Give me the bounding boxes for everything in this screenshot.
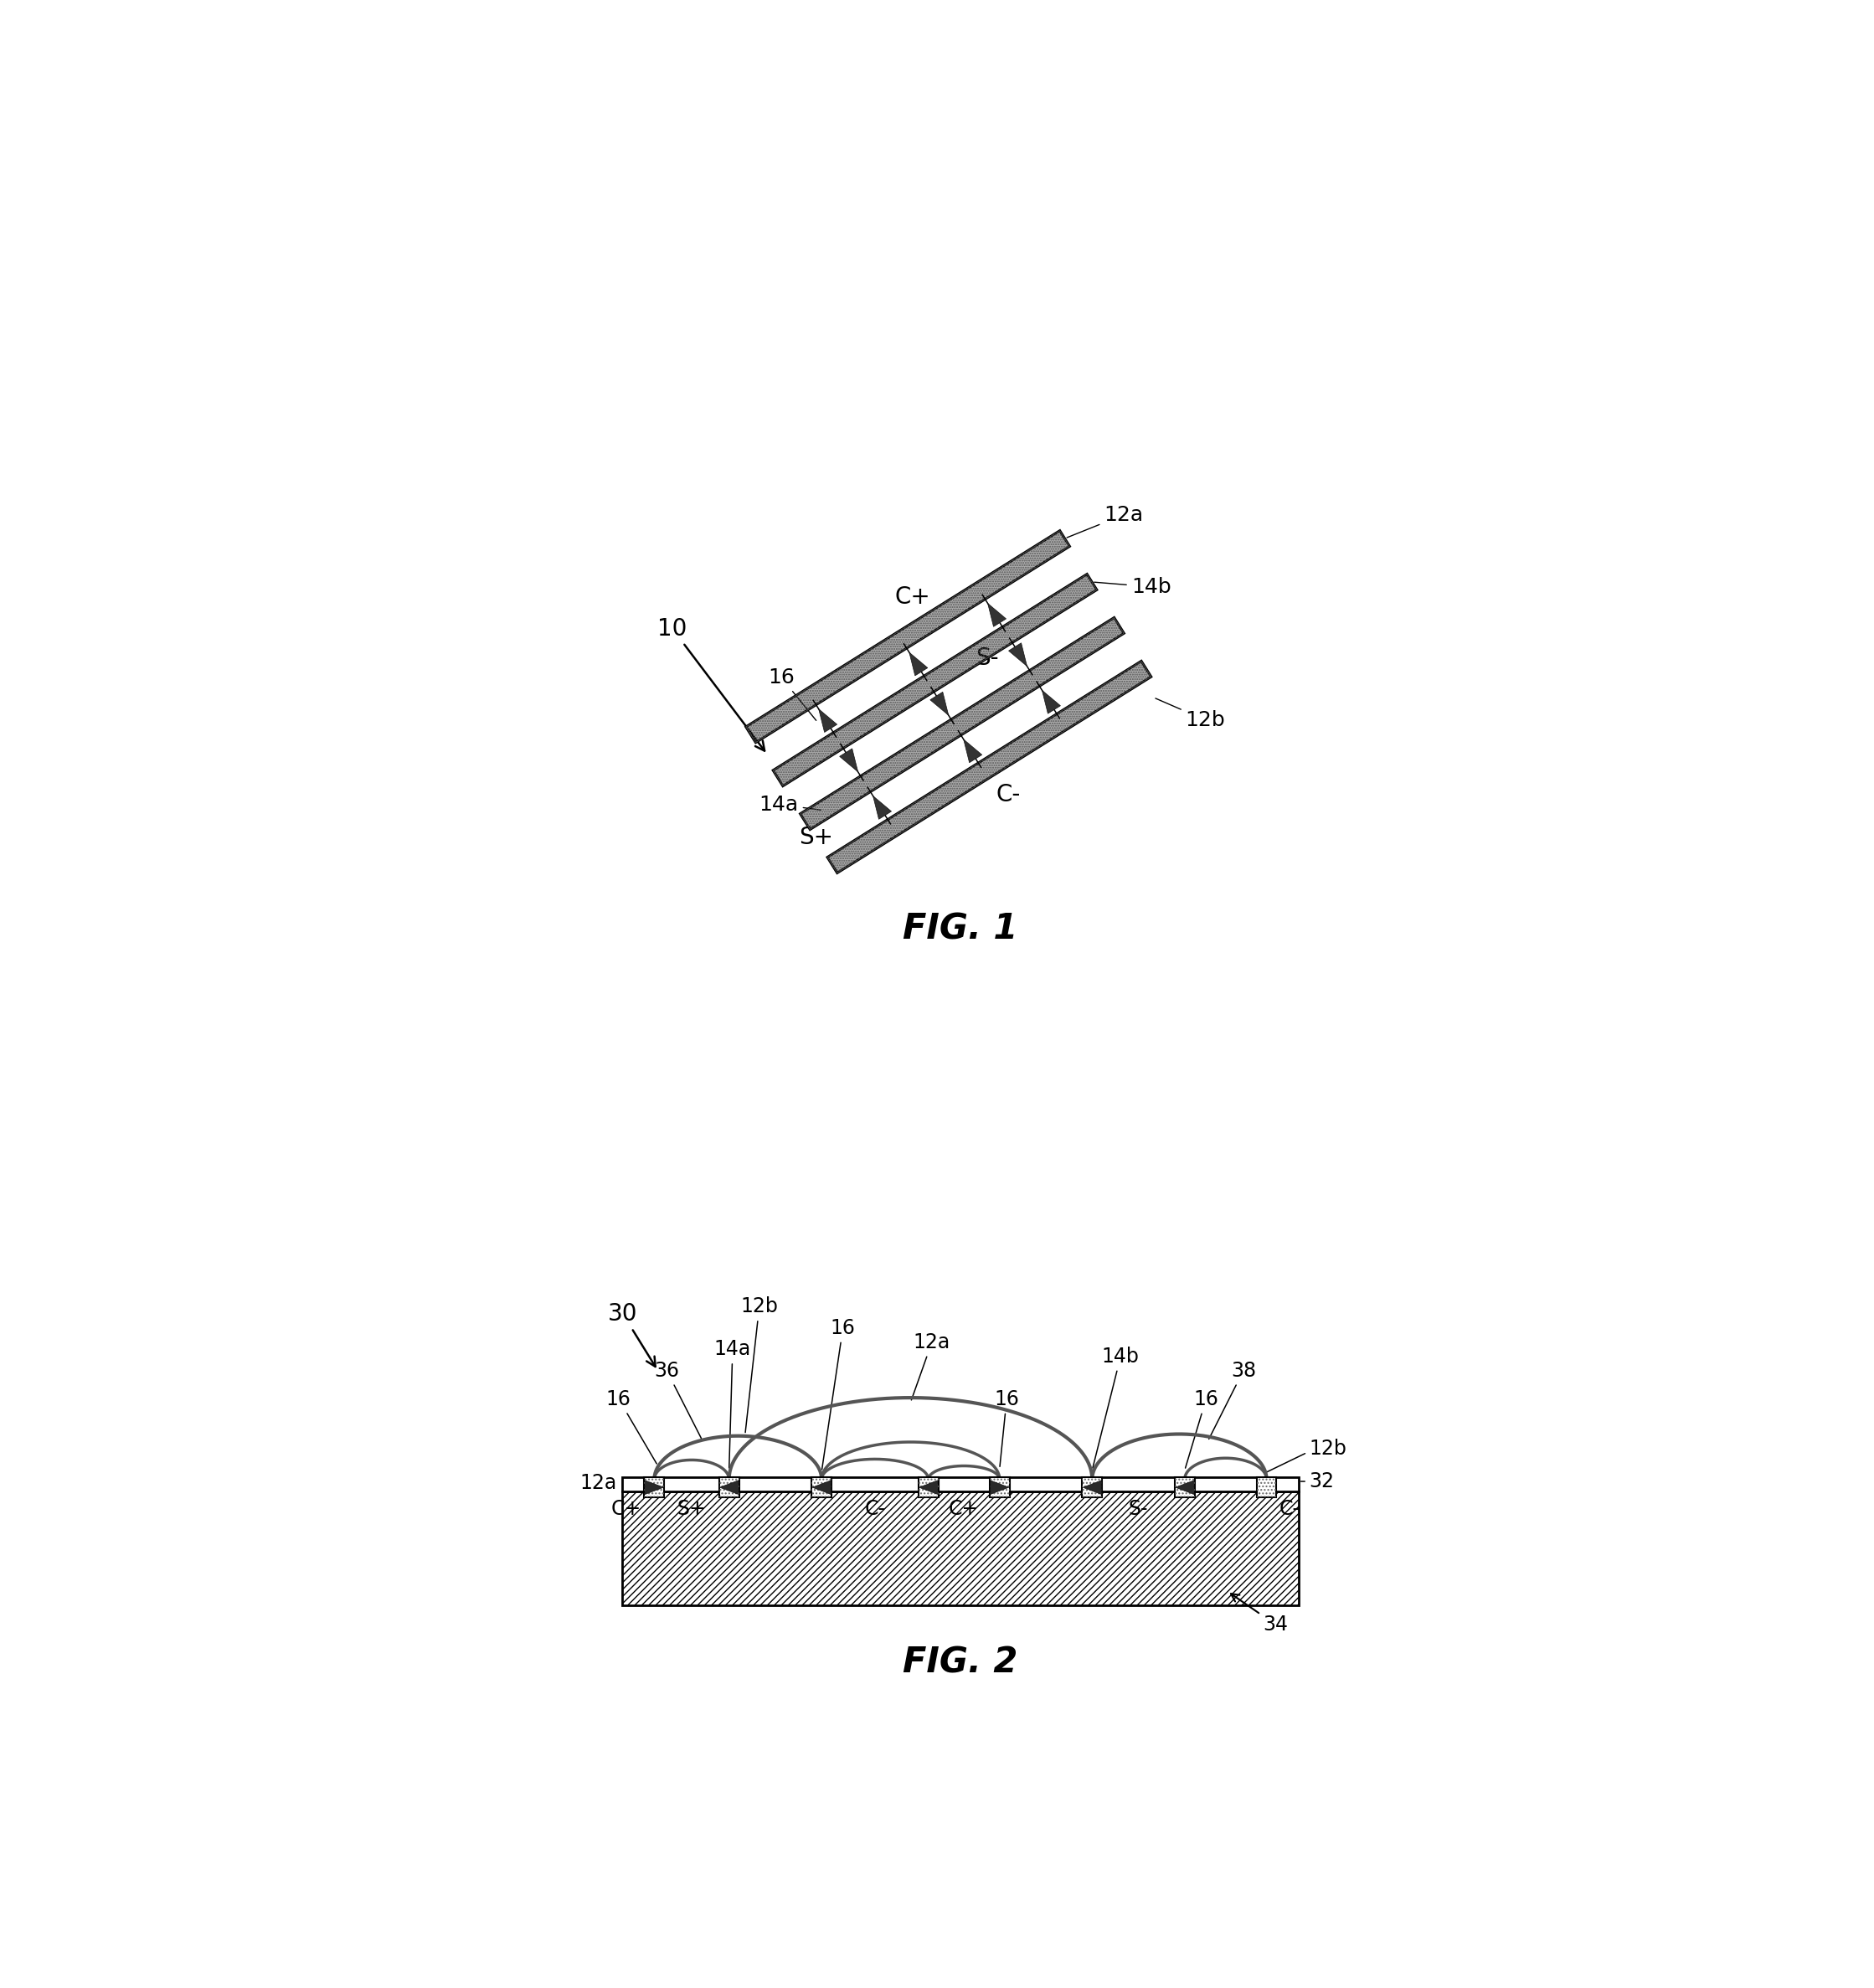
Bar: [645, 1477, 663, 1497]
Text: 12b: 12b: [1310, 1439, 1347, 1459]
Polygon shape: [811, 1481, 830, 1495]
Bar: [622, 1491, 1299, 1606]
Text: 12b: 12b: [1156, 698, 1226, 730]
Bar: [720, 1477, 738, 1497]
Polygon shape: [873, 795, 892, 819]
Text: C+: C+: [894, 584, 931, 608]
Text: S+: S+: [677, 1499, 706, 1519]
Text: 12b: 12b: [740, 1296, 778, 1433]
Polygon shape: [828, 662, 1151, 873]
Polygon shape: [645, 1481, 663, 1495]
Bar: [811, 1477, 832, 1497]
Text: C-: C-: [997, 783, 1021, 807]
Bar: [1257, 1477, 1276, 1497]
Text: 14a: 14a: [759, 795, 821, 815]
Text: 12a: 12a: [579, 1473, 617, 1493]
Bar: [1175, 1477, 1194, 1497]
Bar: [989, 1477, 1010, 1497]
Polygon shape: [918, 1481, 937, 1495]
Text: C+: C+: [948, 1499, 978, 1519]
Polygon shape: [774, 575, 1096, 785]
Bar: [989, 1477, 1010, 1497]
Text: 38: 38: [1209, 1360, 1256, 1439]
Text: 16: 16: [995, 1390, 1019, 1467]
Bar: [811, 1477, 832, 1497]
Bar: [1175, 1477, 1194, 1497]
Text: 12a: 12a: [1066, 505, 1143, 537]
Text: 32: 32: [1310, 1471, 1334, 1491]
Polygon shape: [1175, 1481, 1194, 1495]
Text: 14a: 14a: [714, 1340, 751, 1467]
Text: S-: S-: [1128, 1499, 1149, 1519]
Bar: [645, 1477, 663, 1497]
Text: S+: S+: [798, 825, 834, 849]
Text: 30: 30: [607, 1302, 656, 1366]
Text: 10: 10: [658, 616, 765, 751]
Bar: [1257, 1477, 1276, 1497]
Text: C+: C+: [611, 1499, 641, 1519]
Text: 14b: 14b: [1093, 1346, 1139, 1467]
Polygon shape: [1042, 690, 1061, 714]
Text: 16: 16: [1186, 1390, 1218, 1467]
Polygon shape: [746, 531, 1070, 744]
Text: 12a: 12a: [911, 1332, 950, 1400]
Polygon shape: [989, 1481, 1008, 1495]
Polygon shape: [800, 618, 1124, 829]
Bar: [720, 1477, 738, 1497]
Text: C-: C-: [864, 1499, 885, 1519]
Text: 14b: 14b: [1094, 577, 1171, 596]
Bar: [622, 1491, 1299, 1606]
Polygon shape: [1008, 642, 1027, 666]
Text: 16: 16: [605, 1390, 656, 1463]
Text: 16: 16: [823, 1318, 855, 1469]
Polygon shape: [988, 604, 1006, 626]
Polygon shape: [909, 652, 928, 676]
Text: S-: S-: [976, 646, 999, 670]
Polygon shape: [720, 1481, 738, 1495]
Bar: [918, 1477, 939, 1497]
Polygon shape: [840, 749, 858, 771]
Bar: [1081, 1477, 1102, 1497]
Polygon shape: [963, 740, 982, 763]
Text: 34: 34: [1231, 1594, 1287, 1634]
Polygon shape: [1083, 1481, 1102, 1495]
Text: FIG. 2: FIG. 2: [903, 1644, 1018, 1680]
Text: 36: 36: [654, 1360, 701, 1439]
Bar: [622, 1477, 1299, 1491]
Polygon shape: [819, 710, 838, 732]
Bar: [1081, 1477, 1102, 1497]
Polygon shape: [930, 692, 948, 716]
Text: C-: C-: [1280, 1499, 1301, 1519]
Bar: [918, 1477, 939, 1497]
Text: FIG. 1: FIG. 1: [903, 912, 1018, 946]
Text: 16: 16: [768, 668, 817, 720]
